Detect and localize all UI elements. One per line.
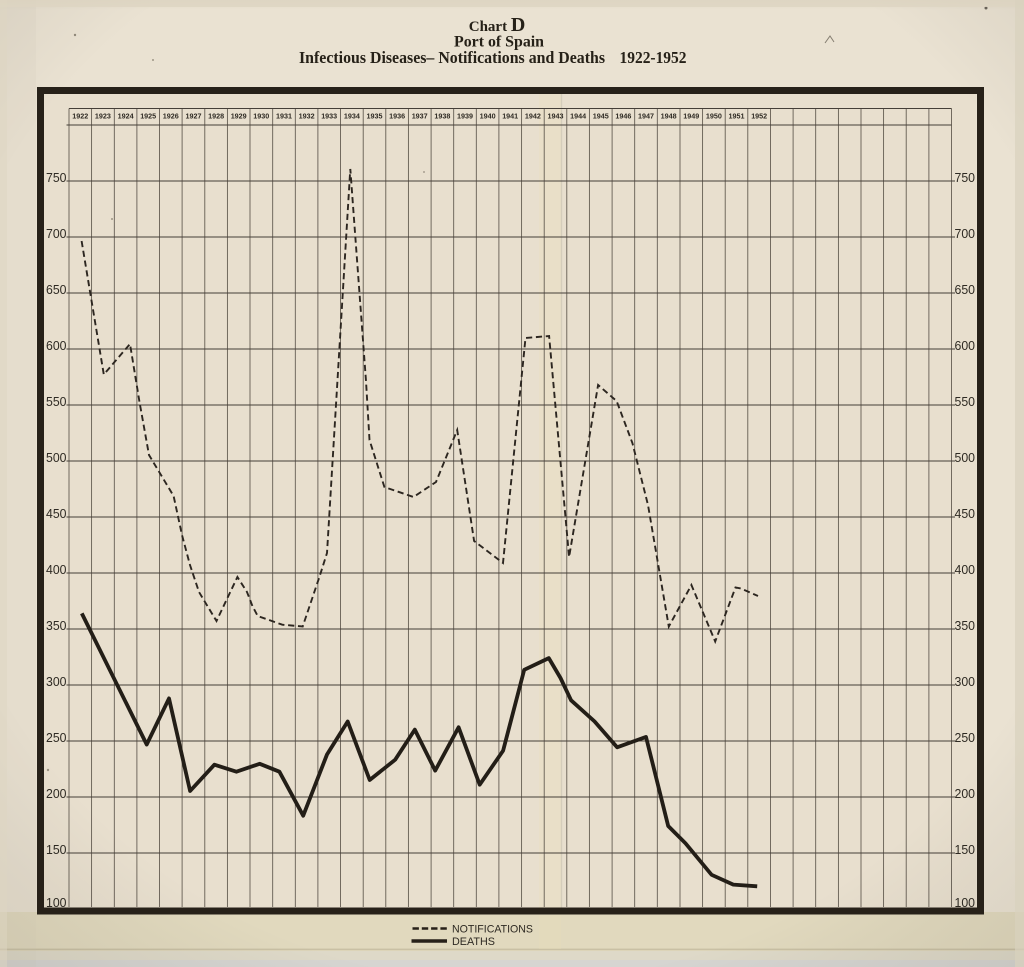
svg-text:DEATHS: DEATHS: [452, 936, 495, 948]
svg-text:NOTIFICATIONS: NOTIFICATIONS: [452, 924, 533, 936]
